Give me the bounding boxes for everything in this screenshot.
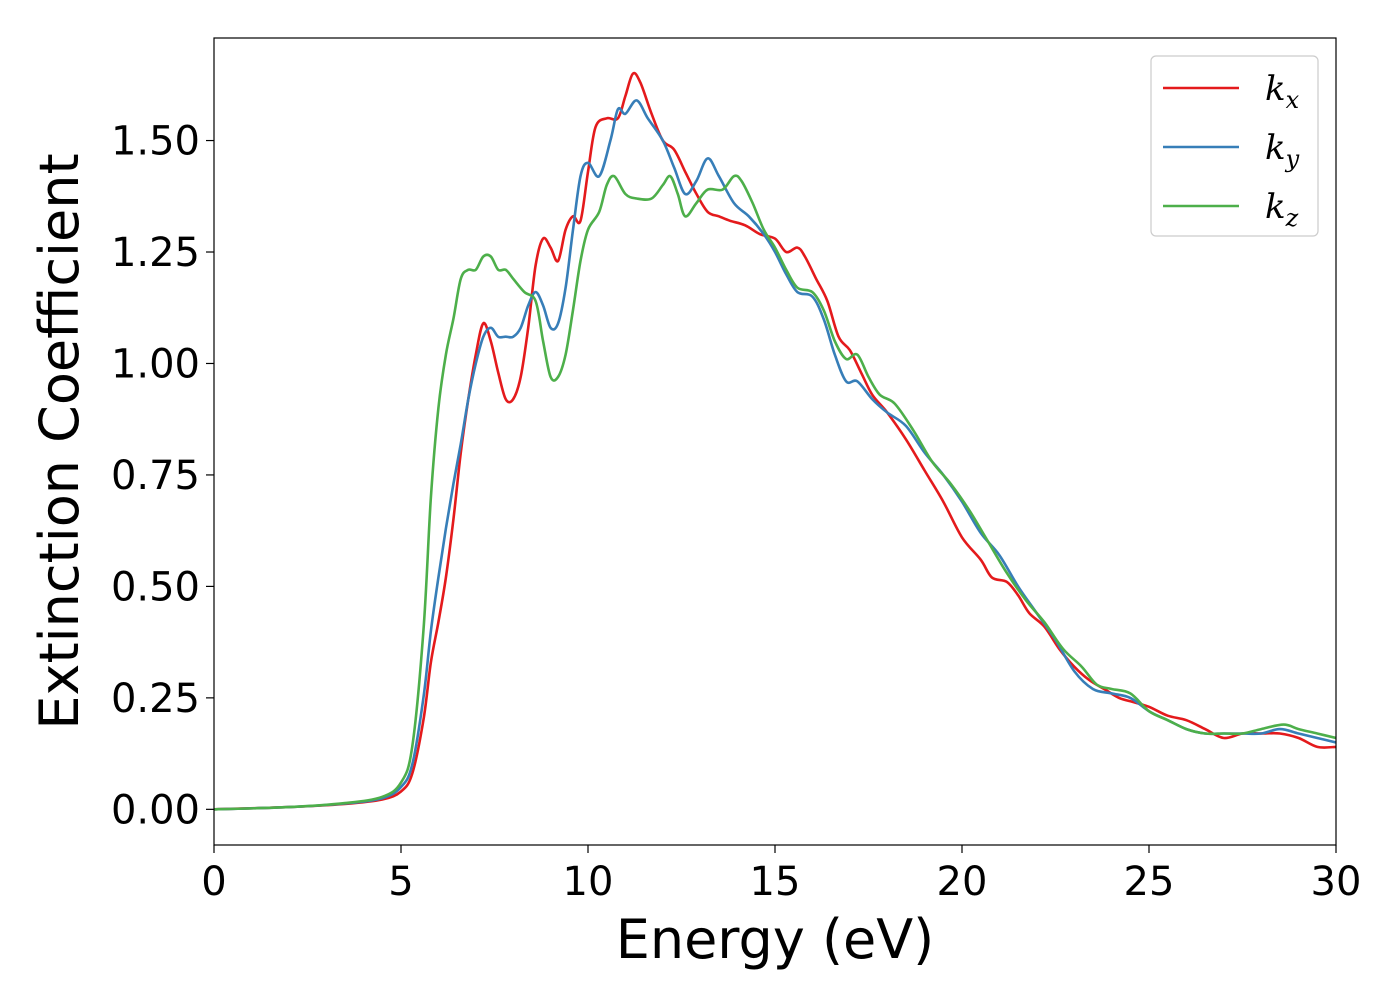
y-tick-label: 1.00 bbox=[111, 341, 200, 387]
y-axis-label: Extinction Coefficient bbox=[28, 153, 91, 729]
legend-label-kz: kz bbox=[1265, 187, 1299, 232]
y-tick-label: 0.25 bbox=[111, 676, 200, 722]
x-axis: 0 5 10 15 20 25 30 bbox=[201, 845, 1361, 905]
series-line-ky bbox=[214, 99, 1336, 811]
y-tick-label: 1.25 bbox=[111, 230, 200, 276]
x-tick-label: 0 bbox=[201, 859, 226, 905]
y-axis: 0.00 0.25 0.50 0.75 1.00 1.25 1.50 bbox=[111, 119, 214, 833]
series-line-kz bbox=[214, 174, 1336, 811]
x-tick-label: 25 bbox=[1124, 859, 1175, 905]
y-tick-label: 0.75 bbox=[111, 453, 200, 499]
y-tick-label: 1.50 bbox=[111, 119, 200, 165]
series-layer bbox=[214, 71, 1336, 811]
legend: kx ky kz bbox=[1150, 55, 1319, 237]
legend-label-kx: kx bbox=[1265, 69, 1300, 114]
legend-label-ky: ky bbox=[1265, 128, 1300, 173]
y-tick-label: 0.00 bbox=[111, 787, 200, 833]
y-tick-label: 0.50 bbox=[111, 564, 200, 610]
x-tick-label: 15 bbox=[750, 859, 801, 905]
x-axis-label: Energy (eV) bbox=[616, 908, 935, 971]
x-tick-label: 20 bbox=[937, 859, 988, 905]
x-tick-label: 30 bbox=[1311, 859, 1362, 905]
x-tick-label: 5 bbox=[388, 859, 413, 905]
x-tick-label: 10 bbox=[563, 859, 614, 905]
